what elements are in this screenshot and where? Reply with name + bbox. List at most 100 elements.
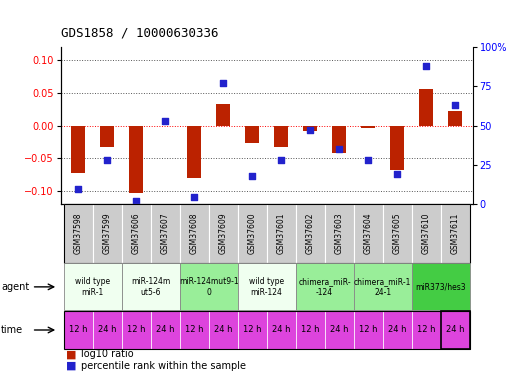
Text: ■: ■ <box>66 350 77 359</box>
Text: ■: ■ <box>66 361 77 370</box>
Bar <box>180 311 209 349</box>
Bar <box>150 204 180 262</box>
Bar <box>419 89 433 126</box>
Text: GSM37606: GSM37606 <box>131 213 140 254</box>
Point <box>161 118 169 124</box>
Text: time: time <box>1 325 23 335</box>
Bar <box>121 204 150 262</box>
Bar <box>303 126 317 131</box>
Text: 24 h: 24 h <box>446 326 465 334</box>
Text: GSM37605: GSM37605 <box>393 213 402 254</box>
Point <box>393 171 401 177</box>
Point <box>248 173 257 179</box>
Bar <box>92 204 121 262</box>
Bar <box>332 126 346 153</box>
Bar <box>361 126 375 128</box>
Text: GSM37609: GSM37609 <box>219 213 228 254</box>
Point <box>219 80 228 86</box>
Point <box>422 63 430 69</box>
Bar <box>412 264 470 310</box>
Bar <box>383 204 412 262</box>
Bar <box>267 204 296 262</box>
Text: GSM37600: GSM37600 <box>248 213 257 254</box>
Text: 12 h: 12 h <box>185 326 203 334</box>
Bar <box>412 311 441 349</box>
Text: 24 h: 24 h <box>388 326 407 334</box>
Point <box>74 186 82 192</box>
Bar <box>412 204 441 262</box>
Text: chimera_miR-
-124: chimera_miR- -124 <box>298 277 351 297</box>
Bar <box>441 204 470 262</box>
Point <box>306 128 314 134</box>
Bar <box>448 111 463 126</box>
Text: 24 h: 24 h <box>272 326 290 334</box>
Point <box>103 157 111 163</box>
Bar <box>296 311 325 349</box>
Text: GSM37598: GSM37598 <box>73 213 82 254</box>
Point <box>451 102 459 108</box>
Bar <box>325 311 354 349</box>
Bar <box>209 204 238 262</box>
Text: miR373/hes3: miR373/hes3 <box>416 282 466 291</box>
Text: GSM37607: GSM37607 <box>161 213 169 254</box>
Bar <box>121 264 180 310</box>
Bar <box>296 204 325 262</box>
Point <box>190 194 199 200</box>
Text: GSM37610: GSM37610 <box>422 213 431 254</box>
Point <box>335 146 343 152</box>
Text: percentile rank within the sample: percentile rank within the sample <box>81 361 246 370</box>
Text: GSM37602: GSM37602 <box>306 213 315 254</box>
Text: wild type
miR-1: wild type miR-1 <box>75 277 110 297</box>
Text: 12 h: 12 h <box>243 326 261 334</box>
Text: 24 h: 24 h <box>156 326 174 334</box>
Bar <box>274 126 288 147</box>
Bar <box>209 311 238 349</box>
Text: GSM37608: GSM37608 <box>190 213 199 254</box>
Bar <box>63 311 92 349</box>
Bar <box>150 311 180 349</box>
Bar <box>63 264 121 310</box>
Text: GSM37611: GSM37611 <box>451 213 460 254</box>
Bar <box>180 204 209 262</box>
Bar <box>63 204 92 262</box>
Bar <box>187 126 201 178</box>
Bar <box>441 311 470 349</box>
Text: GSM37604: GSM37604 <box>364 213 373 254</box>
Bar <box>296 264 354 310</box>
Bar <box>180 264 238 310</box>
Bar <box>100 126 115 147</box>
Point <box>277 157 285 163</box>
Bar <box>238 311 267 349</box>
Text: miR-124mut9-1
0: miR-124mut9-1 0 <box>179 277 239 297</box>
Text: 12 h: 12 h <box>69 326 87 334</box>
Bar <box>238 264 296 310</box>
Bar <box>354 204 383 262</box>
Bar <box>129 126 144 193</box>
Text: GSM37599: GSM37599 <box>102 213 111 254</box>
Bar <box>92 311 121 349</box>
Text: GSM37601: GSM37601 <box>277 213 286 254</box>
Bar <box>121 311 150 349</box>
Text: 24 h: 24 h <box>214 326 232 334</box>
Point <box>132 198 140 204</box>
Bar <box>325 204 354 262</box>
Bar <box>71 126 86 173</box>
Text: GDS1858 / 10000630336: GDS1858 / 10000630336 <box>61 26 218 39</box>
Bar <box>390 126 404 170</box>
Text: 24 h: 24 h <box>98 326 116 334</box>
Bar <box>216 104 230 126</box>
Text: agent: agent <box>1 282 30 292</box>
Text: 24 h: 24 h <box>330 326 348 334</box>
Text: log10 ratio: log10 ratio <box>81 350 134 359</box>
Text: GSM37603: GSM37603 <box>335 213 344 254</box>
Text: 12 h: 12 h <box>301 326 319 334</box>
Bar <box>238 204 267 262</box>
Bar <box>354 264 412 310</box>
Text: 12 h: 12 h <box>359 326 378 334</box>
Bar <box>267 311 296 349</box>
Bar <box>354 311 383 349</box>
Text: 12 h: 12 h <box>127 326 145 334</box>
Point <box>364 157 372 163</box>
Text: 12 h: 12 h <box>417 326 436 334</box>
Bar <box>383 311 412 349</box>
